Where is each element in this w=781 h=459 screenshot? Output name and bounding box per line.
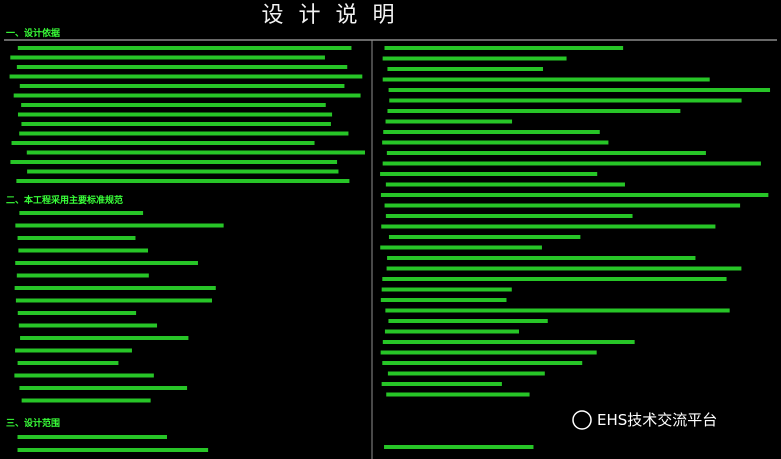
illegible-text-line (18, 248, 149, 253)
illegible-text-line (10, 55, 325, 60)
illegible-text-line (14, 286, 216, 290)
illegible-text-line (15, 223, 224, 228)
illegible-text-line (385, 308, 730, 313)
illegible-text-line (382, 361, 583, 365)
illegible-text-line (19, 84, 345, 88)
watermark: EHS技术交流平台 (597, 411, 717, 429)
illegible-text-line (386, 392, 530, 397)
illegible-text-line (19, 131, 349, 136)
illegible-text-line (387, 109, 681, 113)
illegible-text-line (382, 56, 567, 61)
illegible-text-line (19, 211, 144, 215)
illegible-text-line (384, 203, 741, 208)
illegible-text-line (17, 311, 137, 315)
illegible-text-line (388, 88, 771, 92)
illegible-text-line (18, 323, 158, 328)
illegible-text-line (387, 371, 545, 376)
illegible-text-line (17, 448, 209, 452)
illegible-text-line (388, 319, 548, 323)
illegible-text-line (380, 245, 542, 250)
illegible-text-line (9, 74, 363, 79)
illegible-text-line (17, 46, 352, 50)
illegible-text-line (17, 435, 167, 439)
illegible-text-line (383, 130, 600, 134)
illegible-text-line (15, 298, 213, 303)
illegible-text-line (380, 172, 598, 176)
illegible-text-line (389, 98, 742, 103)
illegible-text-line (384, 445, 534, 449)
illegible-text-line (382, 77, 710, 82)
watermark-icon (572, 410, 592, 430)
illegible-text-line (16, 273, 149, 278)
illegible-text-line (385, 214, 633, 218)
illegible-text-line (21, 103, 326, 107)
illegible-text-line (20, 336, 189, 340)
illegible-text-line (16, 65, 348, 69)
illegible-text-line (26, 150, 365, 155)
title: 设 计 说 明 (262, 3, 399, 28)
illegible-text-line (384, 329, 519, 334)
illegible-text-line (382, 161, 761, 166)
illegible-text-line (15, 261, 198, 265)
illegible-text-line (19, 386, 188, 390)
illegible-text-line (16, 179, 350, 183)
illegible-text-line (382, 277, 727, 281)
illegible-text-line (386, 266, 742, 271)
illegible-text-line (380, 193, 769, 197)
illegible-text-line (385, 182, 625, 187)
illegible-text-line (17, 236, 136, 240)
watermark-bg (560, 405, 760, 435)
section-heading: 二、本工程采用主要标准规范 (6, 194, 123, 206)
illegible-text-line (11, 141, 315, 145)
illegible-text-line (21, 398, 151, 403)
illegible-text-line (17, 112, 333, 117)
illegible-text-line (382, 140, 609, 145)
illegible-text-line (17, 361, 119, 365)
illegible-text-line (15, 348, 132, 353)
illegible-text-line (27, 169, 339, 174)
illegible-text-line (21, 122, 331, 126)
illegible-text-line (14, 373, 154, 378)
illegible-text-line (384, 46, 624, 50)
illegible-text-line (387, 67, 544, 71)
illegible-text-line (10, 160, 338, 164)
section-heading: 三、设计范围 (6, 417, 60, 429)
illegible-text-line (380, 350, 597, 355)
illegible-text-line (387, 256, 696, 260)
illegible-text-line (385, 119, 513, 124)
illegible-text-line (13, 93, 361, 98)
illegible-text-line (382, 340, 635, 344)
illegible-text-line (381, 382, 502, 386)
illegible-text-line (386, 151, 706, 155)
illegible-text-line (388, 235, 581, 239)
section-heading: 一、设计依据 (6, 27, 60, 39)
illegible-text-line (381, 224, 716, 229)
illegible-text-line (380, 298, 507, 302)
illegible-text-line (381, 287, 512, 292)
